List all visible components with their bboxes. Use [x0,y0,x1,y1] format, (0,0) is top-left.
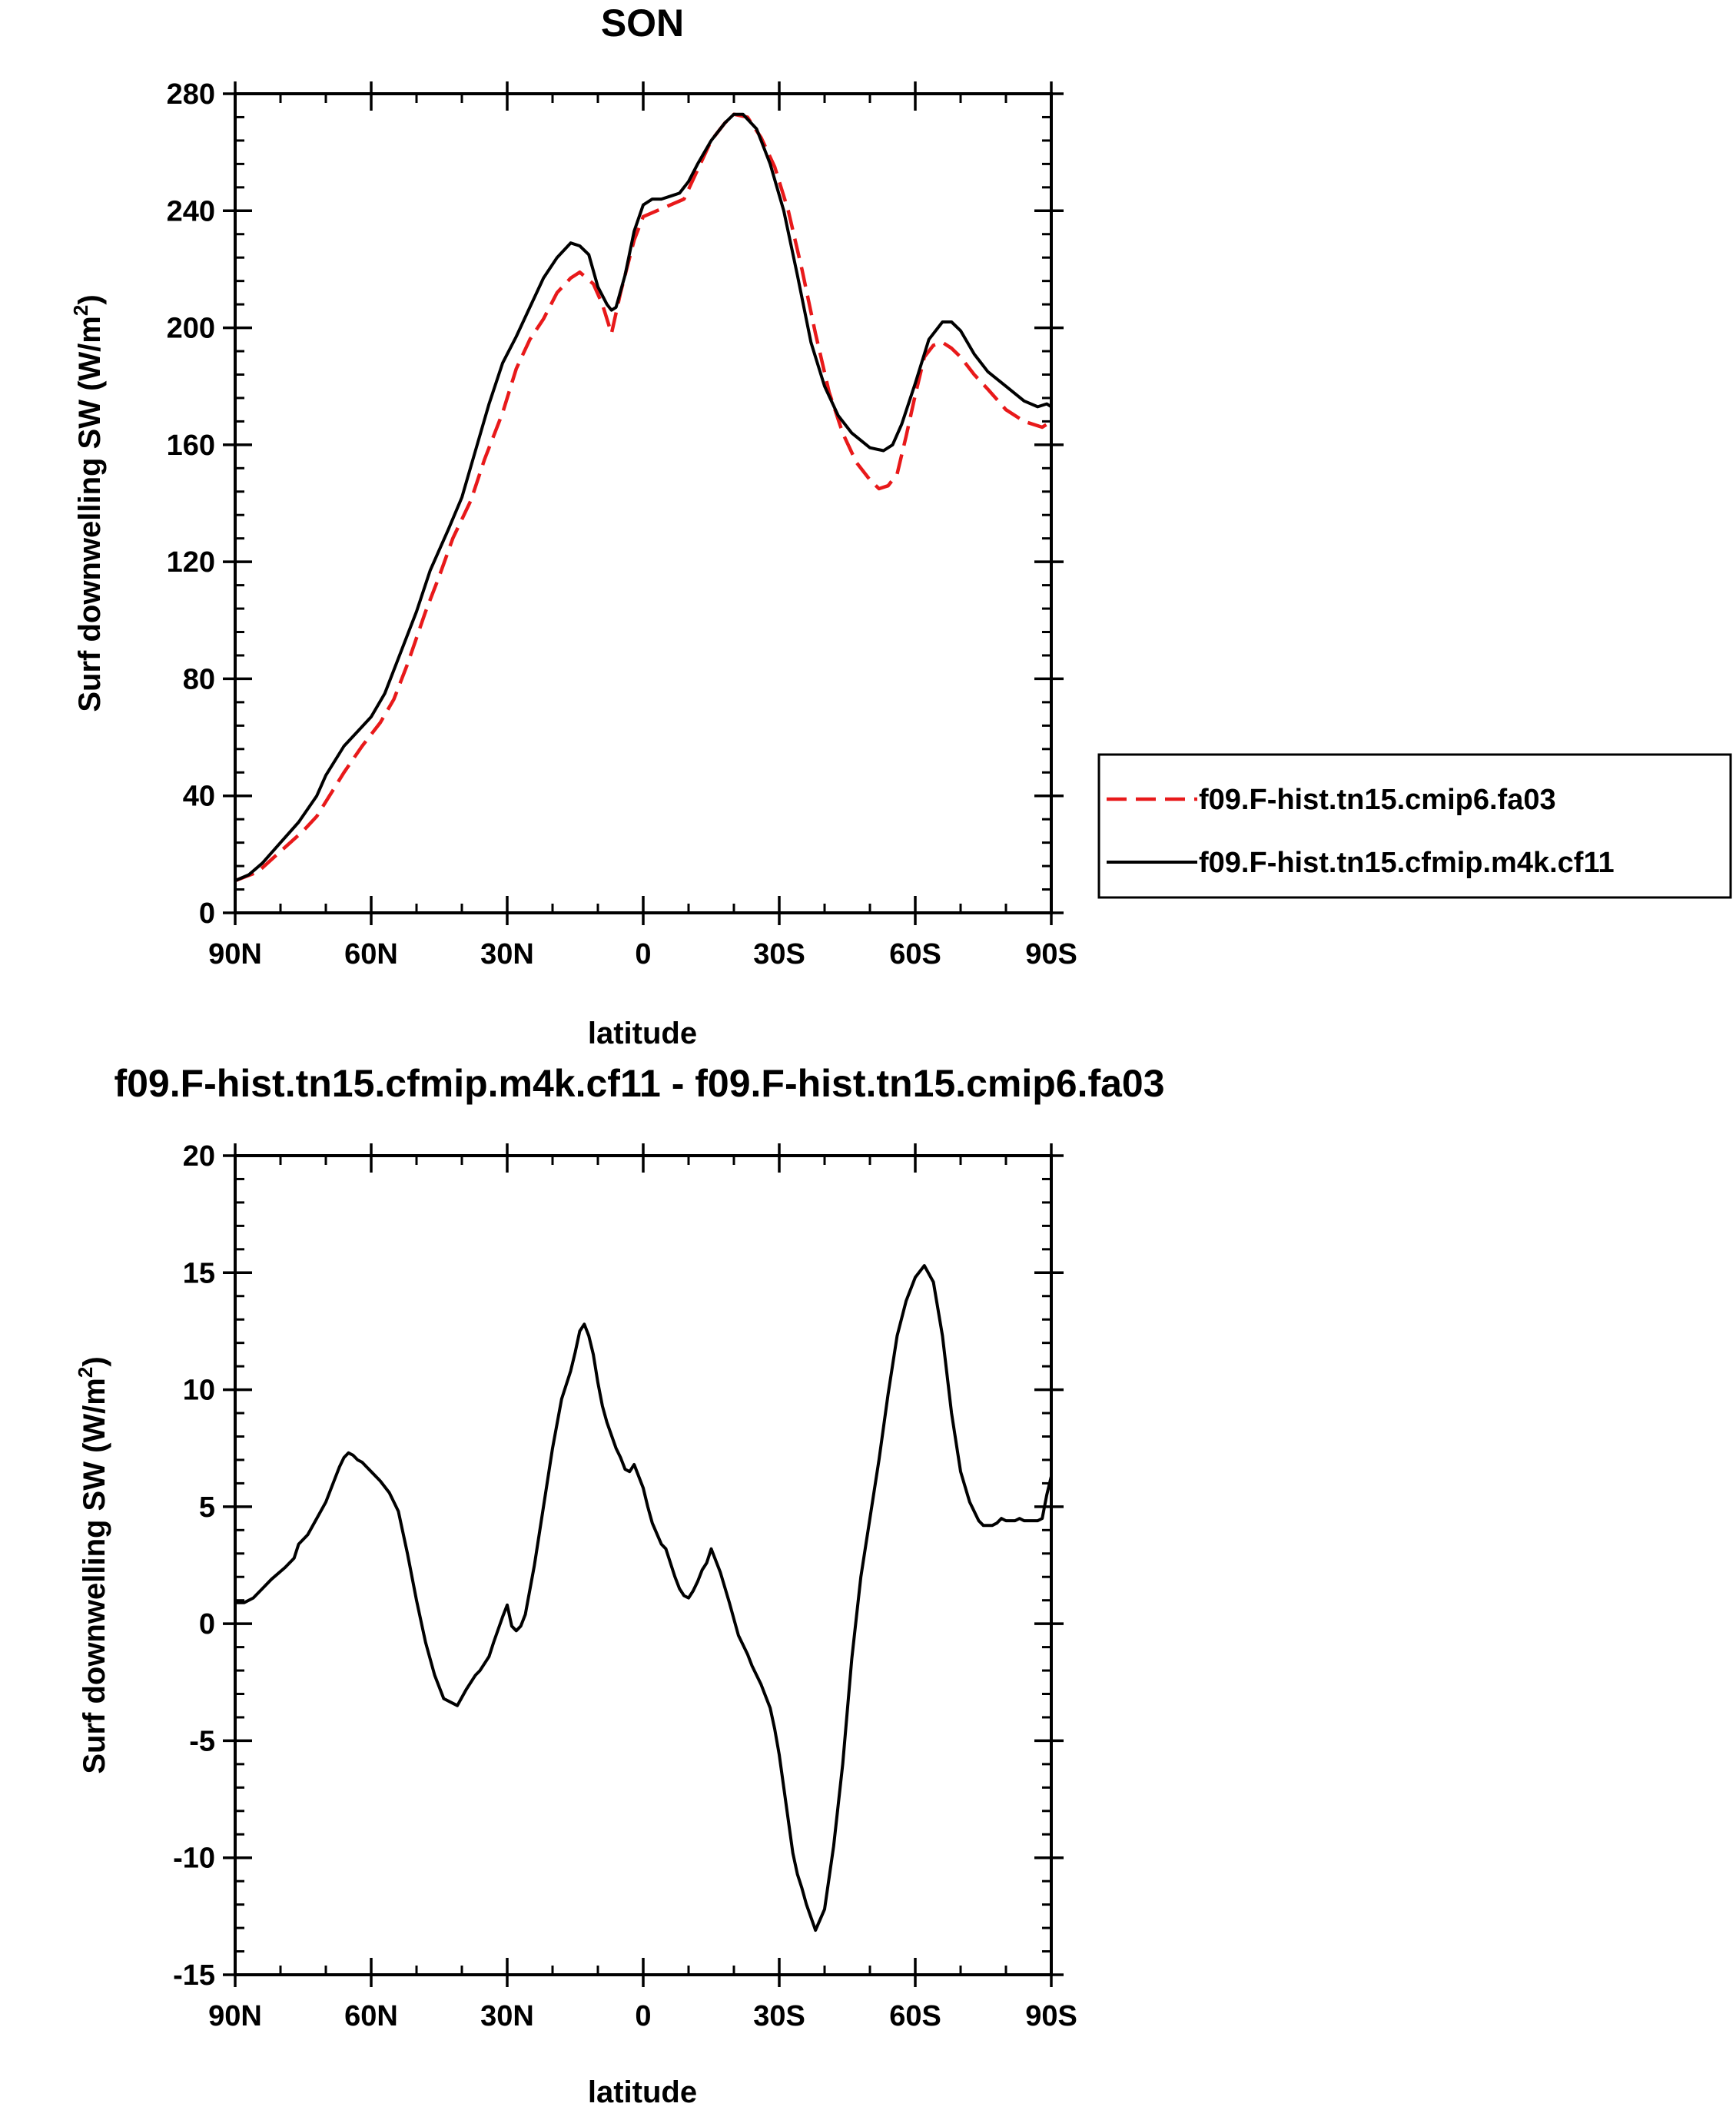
bottom-y-axis-label-main: Surf downwelling SW (W/m [78,1378,111,1774]
y-tick-label: 10 [183,1375,215,1407]
bottom-x-axis-label: latitude [588,2075,697,2109]
y-tick-label: 80 [183,663,215,695]
bottom-y-axis-label: Surf downwelling SW (W/m2) [74,1356,111,1773]
y-tick-label: 20 [183,1140,215,1173]
x-tick-label: 90S [1025,938,1077,970]
bottom-major-ticks [223,1143,1064,1987]
top-y-axis-label-superscript: 2 [69,305,92,316]
bottom-y-axis-label-superscript: 2 [74,1367,97,1378]
bottom-series-group [235,1264,1053,1933]
top-y-tick-labels: 0 40 80 120 160 200 240 280 [167,78,215,930]
top-y-axis-label-main: Surf downwelling SW (W/m [73,316,107,712]
y-tick-label: 240 [167,195,215,227]
y-tick-label: 120 [167,546,215,579]
top-x-axis-label: latitude [588,1017,697,1050]
y-tick-label: -5 [189,1725,215,1757]
bottom-plot-frame [234,1154,1053,1976]
legend-box [1097,753,1732,899]
y-tick-label: -10 [173,1843,215,1875]
top-y-axis-label: Surf downwelling SW (W/m2) [69,294,107,712]
x-tick-label: 30S [753,938,805,970]
x-tick-label: 0 [635,2000,651,2032]
top-series-group [234,112,1053,883]
bottom-y-axis-label-close: ) [78,1356,111,1366]
x-tick-label: 60S [889,938,941,970]
legend: f09.F-hist.tn15.cmip6.fa03 f09.F-hist.tn… [1097,753,1732,899]
legend-label-cmip6-fa03: f09.F-hist.tn15.cmip6.fa03 [1199,784,1556,816]
y-tick-label: 0 [199,1608,215,1641]
bottom-y-tick-labels: -15 -10 -5 0 5 10 15 20 [173,1140,215,1992]
x-tick-label: 90S [1025,2000,1077,2032]
top-x-tick-labels: 90N 60N 30N 0 30S 60S 90S [208,938,1077,970]
y-tick-label: -15 [173,1959,215,1992]
series-line-cfmip-m4k-cf11 [234,112,1053,882]
x-tick-label: 60N [344,938,398,970]
top-panel: SON 0 40 80 120 160 200 240 280 90N 60N 30N 0 30S 60… [69,2,1732,1050]
x-tick-label: 30N [480,938,534,970]
y-tick-label: 280 [167,78,215,111]
x-tick-label: 90N [208,2000,262,2032]
y-tick-label: 5 [199,1491,215,1524]
y-tick-label: 15 [183,1257,215,1289]
bottom-minor-ticks [235,1156,1051,1975]
series-line-cmip6-fa03 [234,112,1053,883]
x-tick-label: 30S [753,2000,805,2032]
legend-label-cfmip-m4k-cf11: f09.F-hist.tn15.cfmip.m4k.cf11 [1199,847,1615,879]
bottom-panel: f09.F-hist.tn15.cfmip.m4k.cf11 - f09.F-h… [74,1062,1165,2109]
bottom-chart-title: f09.F-hist.tn15.cfmip.m4k.cf11 - f09.F-h… [114,1062,1164,1105]
x-tick-label: 60S [889,2000,941,2032]
bottom-x-tick-labels: 90N 60N 30N 0 30S 60S 90S [208,2000,1077,2032]
y-tick-label: 0 [199,897,215,930]
y-tick-label: 160 [167,430,215,462]
y-tick-label: 200 [167,313,215,345]
top-y-axis-label-close: ) [73,294,107,304]
x-tick-label: 0 [635,938,651,970]
top-plot-frame [234,92,1053,914]
x-tick-label: 60N [344,2000,398,2032]
series-line-difference [235,1264,1053,1933]
top-chart-title: SON [601,2,684,45]
y-tick-label: 40 [183,781,215,813]
x-tick-label: 30N [480,2000,534,2032]
x-tick-label: 90N [208,938,262,970]
